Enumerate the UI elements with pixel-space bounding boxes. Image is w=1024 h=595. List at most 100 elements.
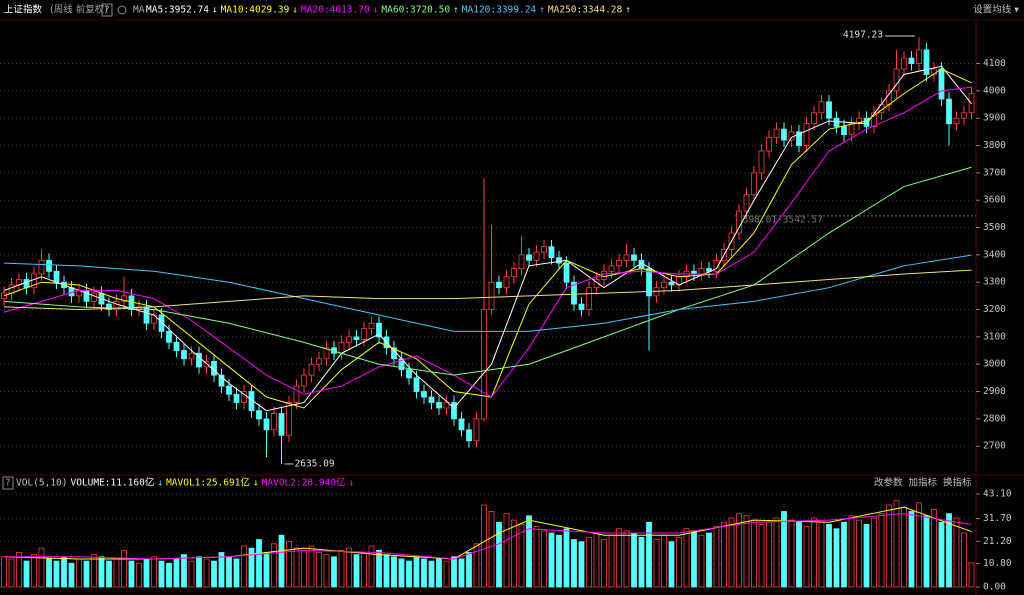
volume-bar [601, 539, 607, 588]
candle-body [923, 49, 930, 75]
candle-body [241, 391, 247, 403]
candle-body [811, 112, 817, 125]
indicator-button[interactable]: 改参数 [874, 477, 903, 489]
candle-body [413, 377, 420, 392]
candle-body [841, 126, 847, 136]
candle-body [788, 131, 795, 141]
ma-trend: ↑ [539, 5, 545, 16]
candle-body [908, 57, 915, 64]
volume-bar [938, 521, 945, 588]
volume-bar [743, 515, 750, 588]
volume-bar [496, 521, 502, 588]
candle-body [316, 358, 322, 365]
help-box[interactable] [101, 3, 113, 17]
y-tick-label: 3300 [983, 277, 1006, 288]
ma-legend: MA5:3952.74 [146, 5, 209, 16]
volume-bar [68, 562, 75, 588]
ma-line [3, 269, 972, 311]
volume-bar [98, 556, 105, 588]
candle-body [173, 341, 180, 351]
candle-body [353, 336, 360, 341]
volume-bar [758, 524, 765, 588]
y-tick-label: 10.80 [983, 558, 1012, 569]
volume-bar [533, 526, 540, 588]
candle-body [533, 251, 540, 261]
y-tick-label: 3700 [983, 167, 1006, 178]
volume-bar [901, 506, 907, 588]
candle-body [961, 112, 967, 119]
volume-bar [188, 560, 195, 588]
volume-bar [241, 545, 247, 588]
candle-body [113, 300, 120, 310]
candle-body [473, 418, 480, 442]
mavol-trend: ↓ [253, 478, 259, 489]
indicator-title: VOL(5,10) [16, 478, 67, 489]
volume-bar [856, 519, 862, 588]
ma-legend: MA60:3720.50 [381, 5, 450, 16]
indicator-button[interactable]: 加指标 [909, 477, 938, 489]
volume-bar [203, 558, 210, 588]
candle-body [293, 385, 300, 403]
candle-body [871, 112, 877, 127]
candle-body [278, 413, 285, 436]
volume-bar [931, 508, 937, 588]
volume-bar [811, 517, 817, 588]
candle-body [233, 393, 240, 403]
candle-body [38, 259, 45, 275]
volume-bar [121, 549, 127, 588]
settings-button[interactable]: 设置均线 ▾ [973, 4, 1019, 16]
ma-trend: ↑ [625, 5, 631, 16]
volume-bar [181, 554, 187, 588]
volume-bar [31, 554, 37, 588]
help-icon[interactable]: ? [104, 5, 110, 16]
ma-trend: ↓ [212, 5, 218, 16]
candle-body [826, 101, 832, 119]
candle-body [428, 396, 435, 403]
volume-bar [248, 547, 255, 588]
candle-body [548, 246, 555, 259]
candle-body [503, 276, 510, 289]
candle-body [368, 322, 375, 330]
volume-bar [263, 552, 270, 588]
volume-bar [563, 528, 570, 588]
candle-body [781, 128, 787, 141]
volume-bar [233, 558, 240, 588]
help-icon[interactable]: ? [5, 478, 11, 489]
volume-bar [376, 549, 382, 588]
volume-bar [503, 513, 510, 588]
candle-body [916, 49, 922, 64]
candle-body [136, 306, 142, 310]
ma-legend: MA20:4013.70 [301, 5, 370, 16]
volume-bar [773, 517, 780, 588]
indicator-button[interactable]: 换指标 [943, 477, 972, 489]
help-box[interactable] [2, 476, 14, 490]
volume-legend: VOLUME:11.160亿 [70, 477, 154, 489]
volume-bar [398, 558, 405, 588]
volume-bar [878, 513, 885, 588]
candle-body [856, 117, 862, 125]
volume-bar [766, 521, 772, 588]
candle-body [338, 341, 345, 354]
ma-trend: ↓ [292, 5, 298, 16]
y-tick-label: 3500 [983, 222, 1006, 233]
candle-body [901, 57, 907, 70]
volume-bar [23, 560, 30, 588]
volume-bar [833, 528, 840, 588]
gear-icon[interactable] [117, 5, 127, 15]
ma-line [3, 65, 972, 412]
chart-title: 上证指数 [4, 4, 43, 16]
candle-body [488, 281, 495, 310]
candle-body [766, 136, 772, 152]
volume-bar [541, 530, 547, 588]
volume-bar [751, 519, 757, 588]
volume-bar [571, 539, 577, 588]
ma-legend: MA120:3399.24 [462, 5, 537, 16]
y-tick-label: 21.20 [983, 536, 1012, 547]
ma-legend: MA250:3344.28 [548, 5, 623, 16]
candle-body [263, 418, 270, 431]
volume-bar [863, 524, 870, 588]
volume-bar [646, 521, 652, 588]
volume-bar [488, 511, 495, 588]
ma-label: MA [133, 5, 145, 16]
volume-bar [316, 552, 322, 588]
